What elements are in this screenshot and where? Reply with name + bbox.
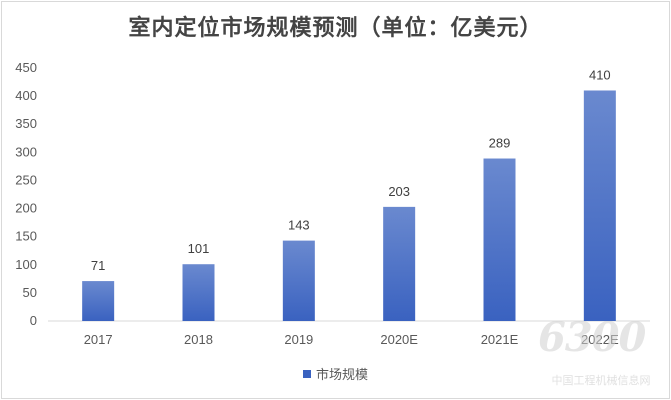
chart-title: 室内定位市场规模预测（单位：亿美元）: [128, 16, 543, 41]
y-tick-label: 150: [15, 229, 37, 244]
x-tick-label: 2018: [184, 332, 213, 347]
legend-swatch: [302, 369, 311, 378]
bar: [383, 206, 416, 321]
y-tick-label: 400: [15, 88, 37, 103]
data-label: 101: [188, 241, 210, 256]
watermark-logo: 6300 中国工程机械信息网: [534, 310, 668, 396]
x-tick-label: 2017: [84, 332, 113, 347]
watermark-caption: 中国工程机械信息网: [551, 374, 651, 387]
y-tick-label: 350: [15, 116, 37, 131]
data-label: 143: [288, 218, 310, 233]
bar: [282, 240, 315, 321]
x-tick-label: 2021E: [481, 332, 519, 347]
legend-label: 市场规模: [315, 368, 368, 383]
data-label: 71: [91, 258, 105, 273]
y-tick-label: 250: [15, 172, 37, 187]
y-tick-label: 450: [15, 60, 37, 75]
bar: [483, 158, 516, 321]
y-tick-label: 300: [15, 144, 37, 159]
y-tick-label: 100: [15, 257, 37, 272]
bar: [82, 281, 115, 321]
y-tick-label: 50: [23, 285, 37, 300]
bar: [182, 264, 215, 321]
watermark-logo-text: 6300: [538, 314, 646, 361]
bar: [583, 90, 616, 321]
x-tick-label: 2022E: [581, 332, 619, 347]
x-tick-label: 2020E: [380, 332, 418, 347]
data-label: 289: [489, 136, 511, 151]
y-tick-label: 200: [15, 201, 37, 216]
legend: 市场规模: [0, 364, 671, 383]
x-tick-label: 2019: [284, 332, 313, 347]
data-label: 203: [388, 184, 410, 199]
y-tick-label: 0: [30, 313, 37, 328]
data-label: 410: [589, 67, 611, 82]
